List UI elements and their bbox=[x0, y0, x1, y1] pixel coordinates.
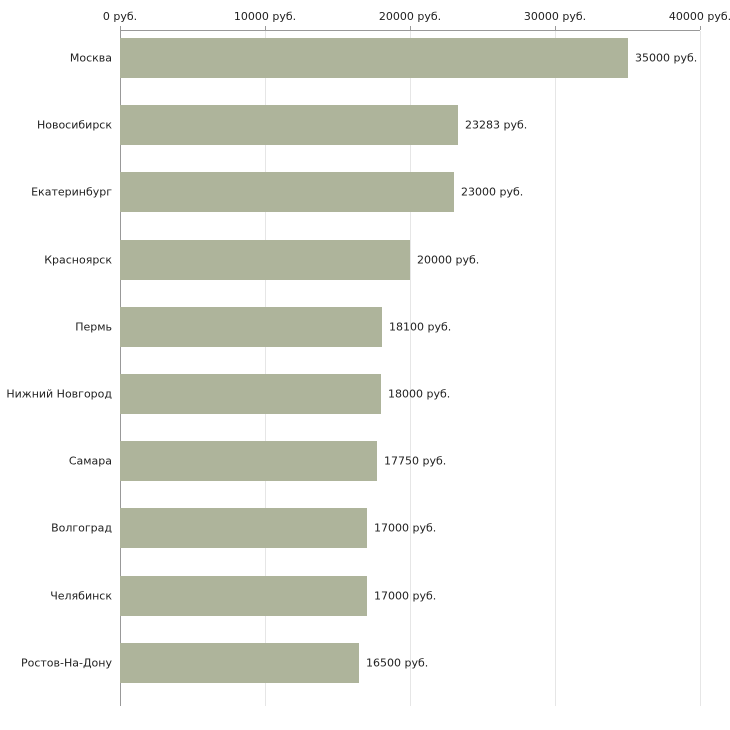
category-label: Нижний Новгород bbox=[6, 387, 112, 401]
x-tick bbox=[410, 26, 411, 30]
x-axis-line bbox=[120, 30, 700, 31]
x-tick-label: 10000 руб. bbox=[233, 10, 297, 23]
y-axis-line bbox=[120, 30, 121, 706]
x-tick-label: 30000 руб. bbox=[523, 10, 587, 23]
value-label: 23283 руб. bbox=[465, 118, 528, 132]
x-tick-label: 0 руб. bbox=[102, 10, 138, 23]
bar bbox=[120, 643, 359, 683]
value-label: 17000 руб. bbox=[374, 589, 437, 603]
value-label: 16500 руб. bbox=[366, 656, 429, 670]
value-label: 18100 руб. bbox=[389, 320, 452, 334]
bar bbox=[120, 374, 381, 414]
category-label: Ростов-На-Дону bbox=[20, 656, 112, 670]
bar bbox=[120, 307, 382, 347]
gridline bbox=[700, 31, 701, 706]
category-label: Челябинск bbox=[50, 589, 112, 603]
category-label: Екатеринбург bbox=[31, 185, 112, 199]
x-tick bbox=[265, 26, 266, 30]
bar bbox=[120, 38, 628, 78]
category-label: Самара bbox=[68, 454, 112, 468]
category-label: Новосибирск bbox=[36, 118, 112, 132]
bar bbox=[120, 576, 367, 616]
bar bbox=[120, 240, 410, 280]
x-tick bbox=[700, 26, 701, 30]
bar bbox=[120, 172, 454, 212]
x-tick bbox=[555, 26, 556, 30]
value-label: 17000 руб. bbox=[374, 521, 437, 535]
bar bbox=[120, 105, 458, 145]
x-tick-label: 20000 руб. bbox=[378, 10, 442, 23]
x-tick-label: 40000 руб. bbox=[668, 10, 730, 23]
category-label: Пермь bbox=[75, 320, 112, 334]
x-tick bbox=[120, 26, 121, 30]
category-label: Москва bbox=[69, 51, 112, 65]
category-label: Красноярск bbox=[44, 253, 112, 267]
gridline bbox=[410, 31, 411, 706]
gridline bbox=[555, 31, 556, 706]
value-label: 35000 руб. bbox=[635, 51, 698, 65]
bar bbox=[120, 508, 367, 548]
value-label: 20000 руб. bbox=[417, 253, 480, 267]
value-label: 18000 руб. bbox=[388, 387, 451, 401]
value-label: 17750 руб. bbox=[384, 454, 447, 468]
bar bbox=[120, 441, 377, 481]
category-label: Волгоград bbox=[51, 521, 112, 535]
gridline bbox=[265, 31, 266, 706]
value-label: 23000 руб. bbox=[461, 185, 524, 199]
